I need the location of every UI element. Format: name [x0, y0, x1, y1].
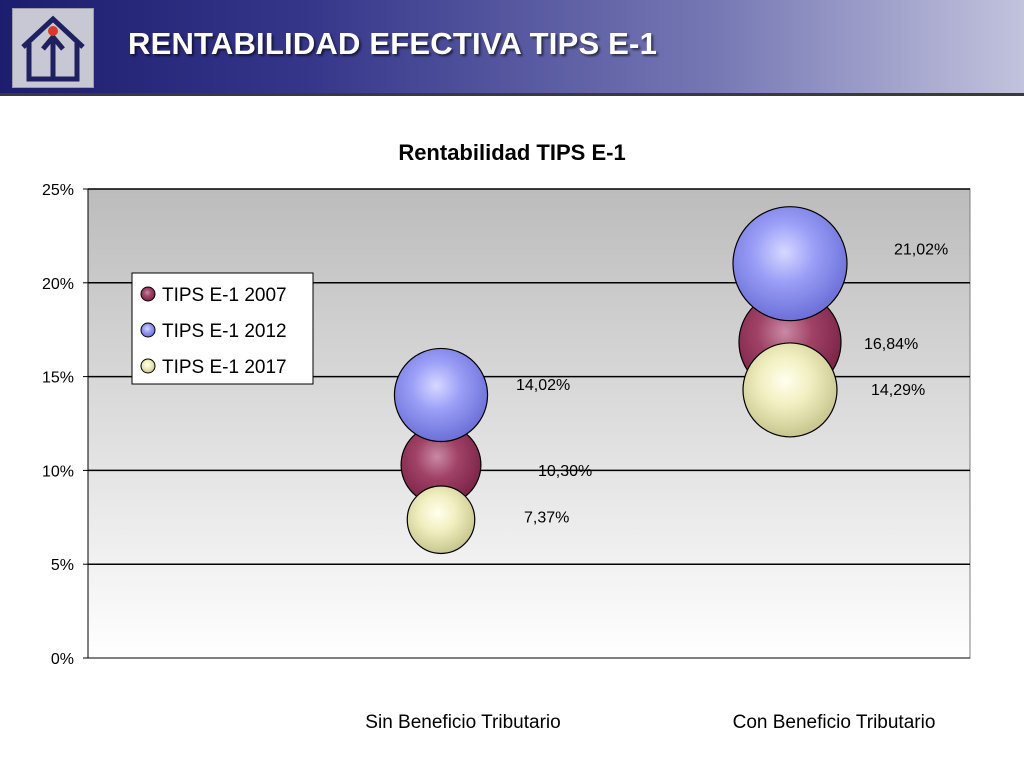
legend-box	[131, 272, 314, 385]
y-tick-label: 20%	[42, 276, 74, 293]
data-label: 10,30%	[538, 463, 592, 480]
data-label: 14,02%	[516, 377, 570, 394]
x-category-label: Con Beneficio Tributario	[733, 712, 936, 733]
bubbles	[393, 206, 848, 555]
y-tick-label: 0%	[51, 651, 74, 668]
slide-title: RENTABILIDAD EFECTIVA TIPS E-1	[128, 26, 658, 61]
bubble-chart: Rentabilidad TIPS E-1 0% 5% 10% 15% 20% 25% S…	[42, 140, 971, 733]
house-up-arrow-icon	[21, 15, 85, 82]
data-labels: 10,30% 14,02% 7,37% 16,84% 21,02% 14,29%	[516, 242, 948, 527]
data-label: 16,84%	[864, 336, 918, 353]
chart-title: Rentabilidad TIPS E-1	[398, 140, 625, 165]
data-label: 14,29%	[871, 382, 925, 399]
slide-header: RENTABILIDAD EFECTIVA TIPS E-1	[0, 0, 1024, 96]
legend-label: TIPS E-1 2017	[162, 357, 287, 378]
y-tick-label: 5%	[51, 557, 74, 574]
data-label: 7,37%	[524, 510, 569, 527]
bubble-tips-e-1-2017	[742, 342, 838, 438]
y-axis: 0% 5% 10% 15% 20% 25%	[42, 182, 970, 668]
bubble-tips-e-1-2012	[732, 206, 848, 322]
bubble-tips-e-1-2017	[406, 485, 476, 555]
x-axis-labels: Sin Beneficio Tributario Con Beneficio Tr…	[365, 712, 935, 733]
legend-marker	[140, 322, 156, 338]
y-tick-label: 15%	[42, 370, 74, 387]
y-tick-label: 10%	[42, 463, 74, 480]
x-category-label: Sin Beneficio Tributario	[365, 712, 560, 733]
legend-marker	[140, 358, 156, 374]
legend-label: TIPS E-1 2012	[162, 321, 287, 342]
y-tick-label: 25%	[42, 182, 74, 199]
legend-label: TIPS E-1 2007	[162, 285, 287, 306]
legend-marker	[140, 286, 156, 302]
data-label: 21,02%	[894, 242, 948, 259]
legend: TIPS E-1 2007 TIPS E-1 2012 TIPS E-1 2017	[131, 272, 314, 385]
bubble-tips-e-1-2012	[393, 347, 489, 443]
logo	[12, 8, 94, 88]
